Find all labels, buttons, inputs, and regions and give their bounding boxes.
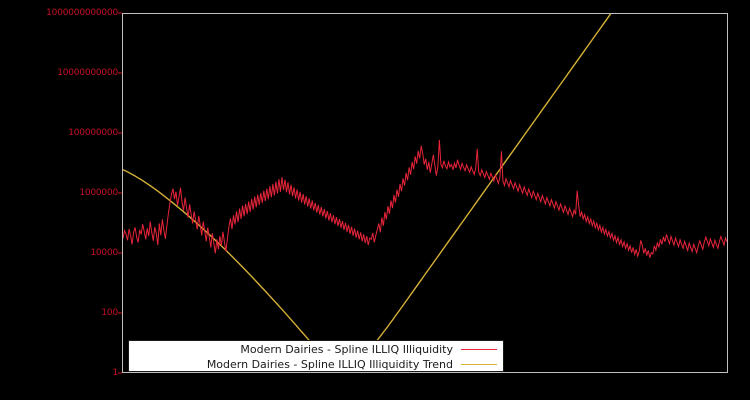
plot-area <box>122 13 728 373</box>
y-tick-label: 100000000 <box>68 128 118 138</box>
y-tick-label: 1 <box>112 368 118 378</box>
legend-label-illiquidity: Modern Dairies - Spline ILLIQ Illiquidit… <box>240 343 453 356</box>
y-tick-mark <box>118 312 122 314</box>
legend-entry-trend: Modern Dairies - Spline ILLIQ Illiquidit… <box>129 357 503 372</box>
y-tick-mark <box>118 252 122 254</box>
legend-entry-illiquidity: Modern Dairies - Spline ILLIQ Illiquidit… <box>129 342 503 357</box>
y-tick-mark <box>118 132 122 134</box>
series-line-illiquidity <box>123 139 727 259</box>
y-axis: 1 100 10000 1000000 100000000 10000000000 1000… <box>0 0 122 400</box>
y-tick-label: 1000000 <box>79 188 118 198</box>
legend-label-trend: Modern Dairies - Spline ILLIQ Illiquidit… <box>206 358 453 371</box>
y-tick-mark <box>118 192 122 194</box>
legend-swatch-illiquidity <box>461 349 497 350</box>
series-line-trend <box>123 14 612 371</box>
y-tick-mark <box>118 12 122 14</box>
y-tick-mark <box>118 372 122 374</box>
y-tick-label: 10000 <box>90 248 118 258</box>
legend: Modern Dairies - Spline ILLIQ Illiquidit… <box>128 340 504 372</box>
legend-swatch-trend <box>461 364 497 365</box>
y-tick-label: 10000000000 <box>57 68 118 78</box>
series-canvas <box>123 14 727 371</box>
y-tick-label: 100 <box>101 308 118 318</box>
y-tick-label: 1000000000000 <box>46 8 118 18</box>
y-tick-mark <box>118 72 122 74</box>
